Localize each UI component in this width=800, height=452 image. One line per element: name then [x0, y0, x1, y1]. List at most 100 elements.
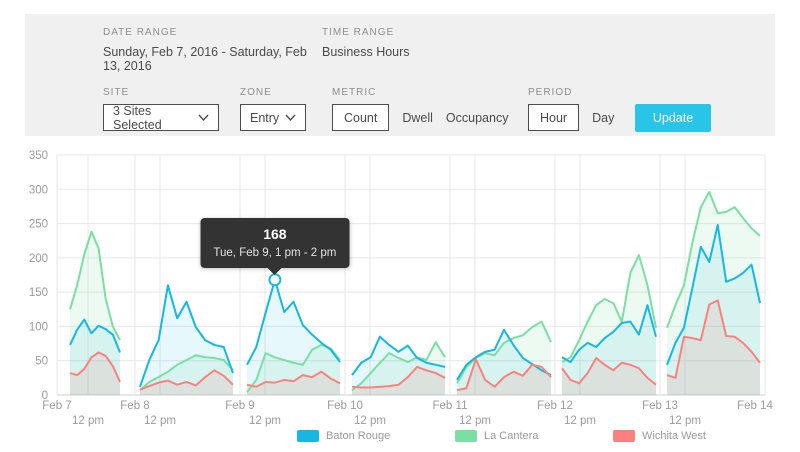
series-line-baton_rouge — [351, 335, 446, 376]
x-noon-label: 12 pm — [564, 415, 596, 427]
chart-legend: Baton Rouge La Cantera Wichita West — [0, 430, 800, 446]
y-tick-label: 250 — [29, 219, 48, 231]
series-line-la_cantera — [69, 230, 121, 341]
legend-item-la-cantera[interactable]: La Cantera — [455, 430, 538, 442]
y-tick-label: 150 — [29, 287, 48, 299]
chart-area: 0 50 100 150 200 250 300 350 Feb 7 Feb 8 Feb 9 Feb … — [0, 145, 800, 452]
x-noon-label: 12 pm — [249, 415, 281, 427]
series-line-baton_rouge — [666, 223, 761, 366]
y-tick-label: 0 — [42, 390, 48, 402]
period-label: PERIOD — [528, 87, 573, 98]
zone-label: ZONE — [240, 87, 272, 98]
zone-select[interactable]: Entry — [240, 104, 306, 131]
x-noon-label: 12 pm — [459, 415, 491, 427]
metric-option-count[interactable]: Count — [332, 104, 390, 131]
x-day-label: Feb 10 — [327, 400, 363, 412]
x-day-label: Feb 9 — [225, 400, 254, 412]
area-fill-wichita_west — [562, 357, 656, 395]
controls-row: SITE 3 Sites Selected ZONE Entry — [103, 87, 775, 137]
area-fill-baton_rouge — [352, 336, 445, 395]
y-tick-label: 100 — [29, 321, 48, 333]
period-option-day[interactable]: Day — [592, 110, 615, 125]
metric-option-dwell[interactable]: Dwell — [402, 110, 433, 125]
series-line-wichita_west — [69, 351, 121, 383]
site-select[interactable]: 3 Sites Selected — [103, 103, 219, 132]
date-range-value[interactable]: Sunday, Feb 7, 2016 - Saturday, Feb 13, … — [103, 45, 307, 73]
date-range-label: DATE RANGE — [103, 27, 178, 38]
series-line-wichita_west — [561, 356, 657, 386]
legend-label: Wichita West — [642, 430, 706, 442]
tooltip-label: Tue, Feb 9, 1 pm - 2 pm — [213, 246, 337, 259]
filter-panel: DATE RANGE Sunday, Feb 7, 2016 - Saturda… — [25, 14, 775, 136]
series-line-wichita_west — [351, 365, 446, 389]
y-tick-label: 300 — [29, 184, 48, 196]
area-fill-la_cantera — [70, 231, 120, 395]
series-line-la_cantera — [351, 341, 446, 392]
legend-swatch-wichita-west — [613, 430, 635, 442]
area-fill-la_cantera — [562, 255, 656, 395]
x-day-label: Feb 13 — [642, 400, 678, 412]
y-tick-label: 50 — [35, 356, 48, 368]
hover-marker — [268, 273, 282, 287]
area-fill-wichita_west — [247, 371, 340, 395]
range-row: DATE RANGE Sunday, Feb 7, 2016 - Saturda… — [103, 27, 775, 73]
zone-field: ZONE Entry — [240, 87, 306, 131]
date-range-field: DATE RANGE Sunday, Feb 7, 2016 - Saturda… — [103, 27, 322, 73]
series-line-baton_rouge — [69, 318, 121, 353]
chevron-down-icon — [285, 114, 296, 121]
site-field: SITE 3 Sites Selected — [103, 87, 219, 132]
legend-item-baton-rouge[interactable]: Baton Rouge — [297, 430, 390, 442]
legend-swatch-baton-rouge — [297, 430, 319, 442]
period-field: PERIOD Hour Day — [528, 87, 614, 131]
traffic-line-chart[interactable]: 0 50 100 150 200 250 300 350 Feb 7 Feb 8 Feb 9 Feb … — [0, 145, 800, 430]
chevron-down-icon — [198, 114, 209, 121]
tooltip-value: 168 — [263, 225, 287, 242]
zone-select-value: Entry — [250, 110, 280, 125]
time-range-field: TIME RANGE Business Hours — [322, 27, 410, 73]
metric-field: METRIC Count Dwell Occupancy — [332, 87, 508, 131]
x-day-label: Feb 12 — [537, 400, 573, 412]
time-range-label: TIME RANGE — [322, 27, 395, 38]
x-day-label: Feb 8 — [120, 400, 149, 412]
series-line-la_cantera — [666, 191, 761, 329]
area-fill-baton_rouge — [70, 319, 120, 395]
update-button[interactable]: Update — [635, 104, 711, 132]
x-day-label: Feb 7 — [42, 400, 71, 412]
chart-tooltip: 168 Tue, Feb 9, 1 pm - 2 pm — [200, 217, 350, 275]
area-fill-wichita_west — [667, 300, 760, 395]
site-label: SITE — [103, 87, 130, 98]
area-fill-baton_rouge — [562, 305, 656, 395]
series-line-wichita_west — [666, 299, 761, 379]
series-line-wichita_west — [139, 369, 234, 391]
x-noon-label: 12 pm — [72, 415, 104, 427]
legend-swatch-la-cantera — [455, 430, 477, 442]
x-noon-label: 12 pm — [669, 415, 701, 427]
area-fill-la_cantera — [667, 192, 760, 395]
area-fill-la_cantera — [140, 355, 233, 395]
x-noon-label: 12 pm — [144, 415, 176, 427]
y-tick-label: 350 — [29, 150, 48, 162]
series-line-la_cantera — [561, 254, 657, 363]
area-fill-wichita_west — [457, 359, 551, 395]
period-option-hour[interactable]: Hour — [528, 104, 580, 131]
legend-label: La Cantera — [484, 430, 539, 442]
area-fill-baton_rouge — [247, 279, 340, 395]
metric-option-occupancy[interactable]: Occupancy — [445, 110, 509, 125]
area-fill-baton_rouge — [140, 285, 233, 395]
metric-label: METRIC — [332, 87, 377, 98]
legend-item-wichita-west[interactable]: Wichita West — [613, 430, 706, 442]
x-noon-label: 12 pm — [354, 415, 386, 427]
area-fill-baton_rouge — [667, 224, 760, 395]
x-day-label: Feb 14 — [737, 400, 773, 412]
site-select-value: 3 Sites Selected — [113, 103, 162, 132]
area-fill-baton_rouge — [457, 329, 551, 395]
area-fill-la_cantera — [457, 321, 551, 395]
area-fill-wichita_west — [70, 352, 120, 395]
time-range-value[interactable]: Business Hours — [322, 45, 410, 59]
series-line-baton_rouge — [246, 278, 341, 366]
series-line-baton_rouge — [139, 284, 234, 388]
series-line-wichita_west — [456, 358, 552, 392]
series-line-la_cantera — [139, 354, 234, 391]
area-fill-la_cantera — [352, 342, 445, 395]
